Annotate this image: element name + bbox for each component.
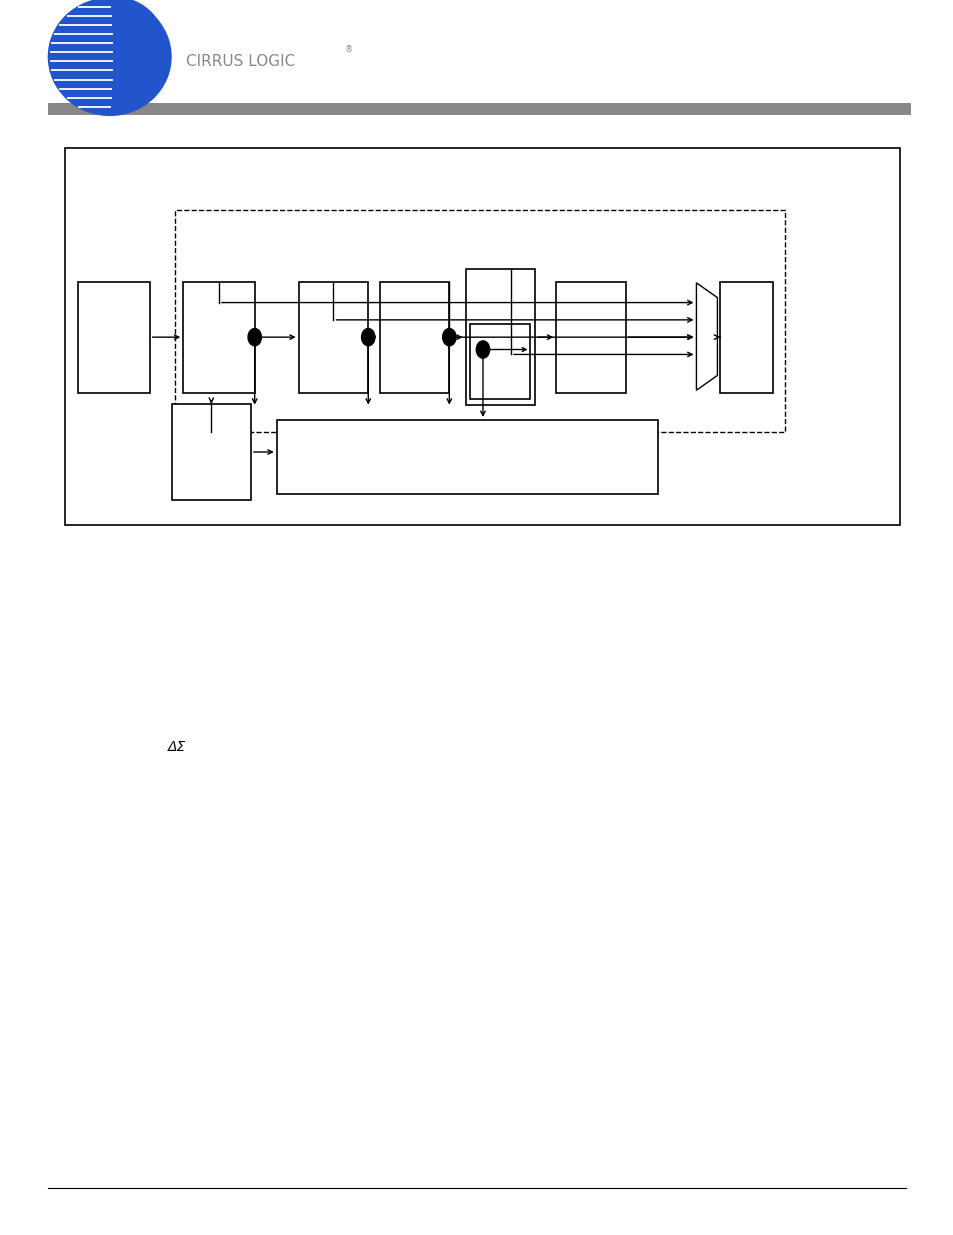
Circle shape <box>361 329 375 346</box>
Polygon shape <box>696 283 717 390</box>
Circle shape <box>476 341 489 358</box>
Bar <box>470 325 530 399</box>
Bar <box>174 210 784 432</box>
Bar <box>720 282 772 393</box>
Bar <box>48 103 910 115</box>
Ellipse shape <box>68 0 167 104</box>
Circle shape <box>248 329 261 346</box>
Circle shape <box>442 329 456 346</box>
Bar <box>183 282 254 393</box>
Bar <box>465 269 535 405</box>
Bar <box>276 420 658 494</box>
Bar <box>298 282 368 393</box>
Text: CIRRUS LOGIC: CIRRUS LOGIC <box>186 54 295 69</box>
Bar <box>172 404 251 500</box>
Bar <box>379 282 449 393</box>
Bar <box>556 282 625 393</box>
Bar <box>65 148 899 525</box>
Ellipse shape <box>48 0 172 116</box>
Text: ΔΣ: ΔΣ <box>168 740 186 755</box>
Text: ®: ® <box>344 46 353 54</box>
Bar <box>78 282 150 393</box>
